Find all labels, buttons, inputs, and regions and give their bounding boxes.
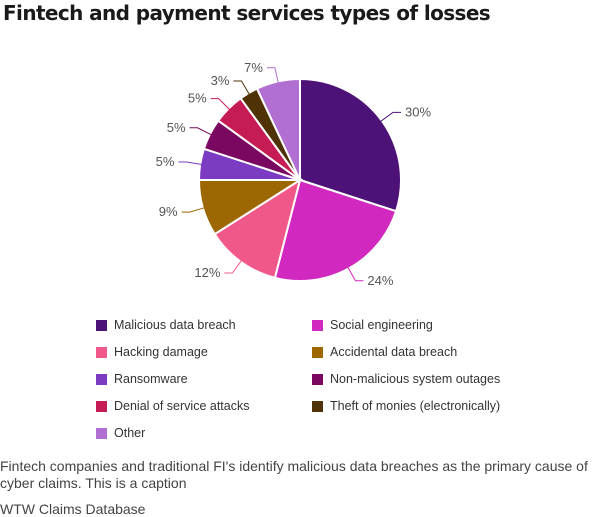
legend-label: Malicious data breach	[114, 318, 236, 332]
leader-line-social-engineering	[346, 264, 364, 282]
pie-chart: 30%24%12%9%5%5%5%3%7%	[156, 60, 432, 288]
legend-label: Theft of monies (electronically)	[330, 399, 501, 413]
leader-line-theft-of-monies-electronically	[233, 80, 252, 97]
legend-item-ransomware: Ransomware	[96, 370, 188, 388]
chart-title: Fintech and payment services types of lo…	[3, 1, 491, 25]
data-label-theft-of-monies-electronically: 3%	[211, 73, 230, 88]
legend-swatch	[312, 373, 323, 385]
legend-label: Other	[114, 426, 146, 440]
legend-swatch	[96, 400, 107, 412]
legend-swatch	[312, 346, 323, 358]
data-label-accidental-data-breach: 9%	[159, 204, 178, 219]
legend-item-other: Other	[96, 424, 145, 442]
leader-line-malicious-data-breach	[378, 111, 402, 124]
chart-caption: Fintech companies and traditional FI's i…	[0, 458, 588, 491]
legend-label: Social engineering	[330, 318, 433, 332]
legend-item-denial-of-service-attacks: Denial of service attacks	[96, 397, 249, 415]
leader-line-non-malicious-system-outages	[189, 127, 214, 137]
legend-item-social-engineering: Social engineering	[312, 316, 433, 334]
leader-line-accidental-data-breach	[181, 206, 207, 213]
legend-swatch	[96, 319, 107, 331]
legend-swatch	[312, 319, 323, 331]
data-label-non-malicious-system-outages: 5%	[167, 120, 186, 135]
legend-label: Ransomware	[114, 372, 188, 386]
legend-label: Denial of service attacks	[114, 399, 250, 413]
data-label-hacking-damage: 12%	[194, 265, 220, 280]
legend-item-accidental-data-breach: Accidental data breach	[312, 343, 457, 361]
legend-swatch	[96, 373, 107, 385]
leader-line-ransomware	[178, 161, 205, 166]
legend-label: Hacking damage	[114, 345, 208, 359]
data-label-other: 7%	[244, 60, 263, 75]
data-label-ransomware: 5%	[156, 154, 175, 169]
leader-line-other	[266, 67, 280, 86]
data-label-malicious-data-breach: 30%	[405, 104, 431, 119]
legend-label: Non-malicious system outages	[330, 372, 501, 386]
data-label-denial-of-service-attacks: 5%	[188, 91, 207, 106]
legend-item-theft-of-monies-electronically: Theft of monies (electronically)	[312, 397, 500, 415]
legend-swatch	[96, 346, 107, 358]
legend-item-malicious-data-breach: Malicious data breach	[96, 316, 236, 334]
data-label-social-engineering: 24%	[367, 273, 393, 288]
legend-label: Accidental data breach	[330, 345, 458, 359]
legend-swatch	[96, 427, 107, 439]
leader-line-hacking-damage	[224, 258, 244, 274]
source-note: WTW Claims Database	[0, 501, 146, 517]
legend-swatch	[312, 400, 323, 412]
leader-line-denial-of-service-attacks	[210, 98, 232, 112]
legend-item-non-malicious-system-outages: Non-malicious system outages	[312, 370, 500, 388]
legend-item-hacking-damage: Hacking damage	[96, 343, 208, 361]
